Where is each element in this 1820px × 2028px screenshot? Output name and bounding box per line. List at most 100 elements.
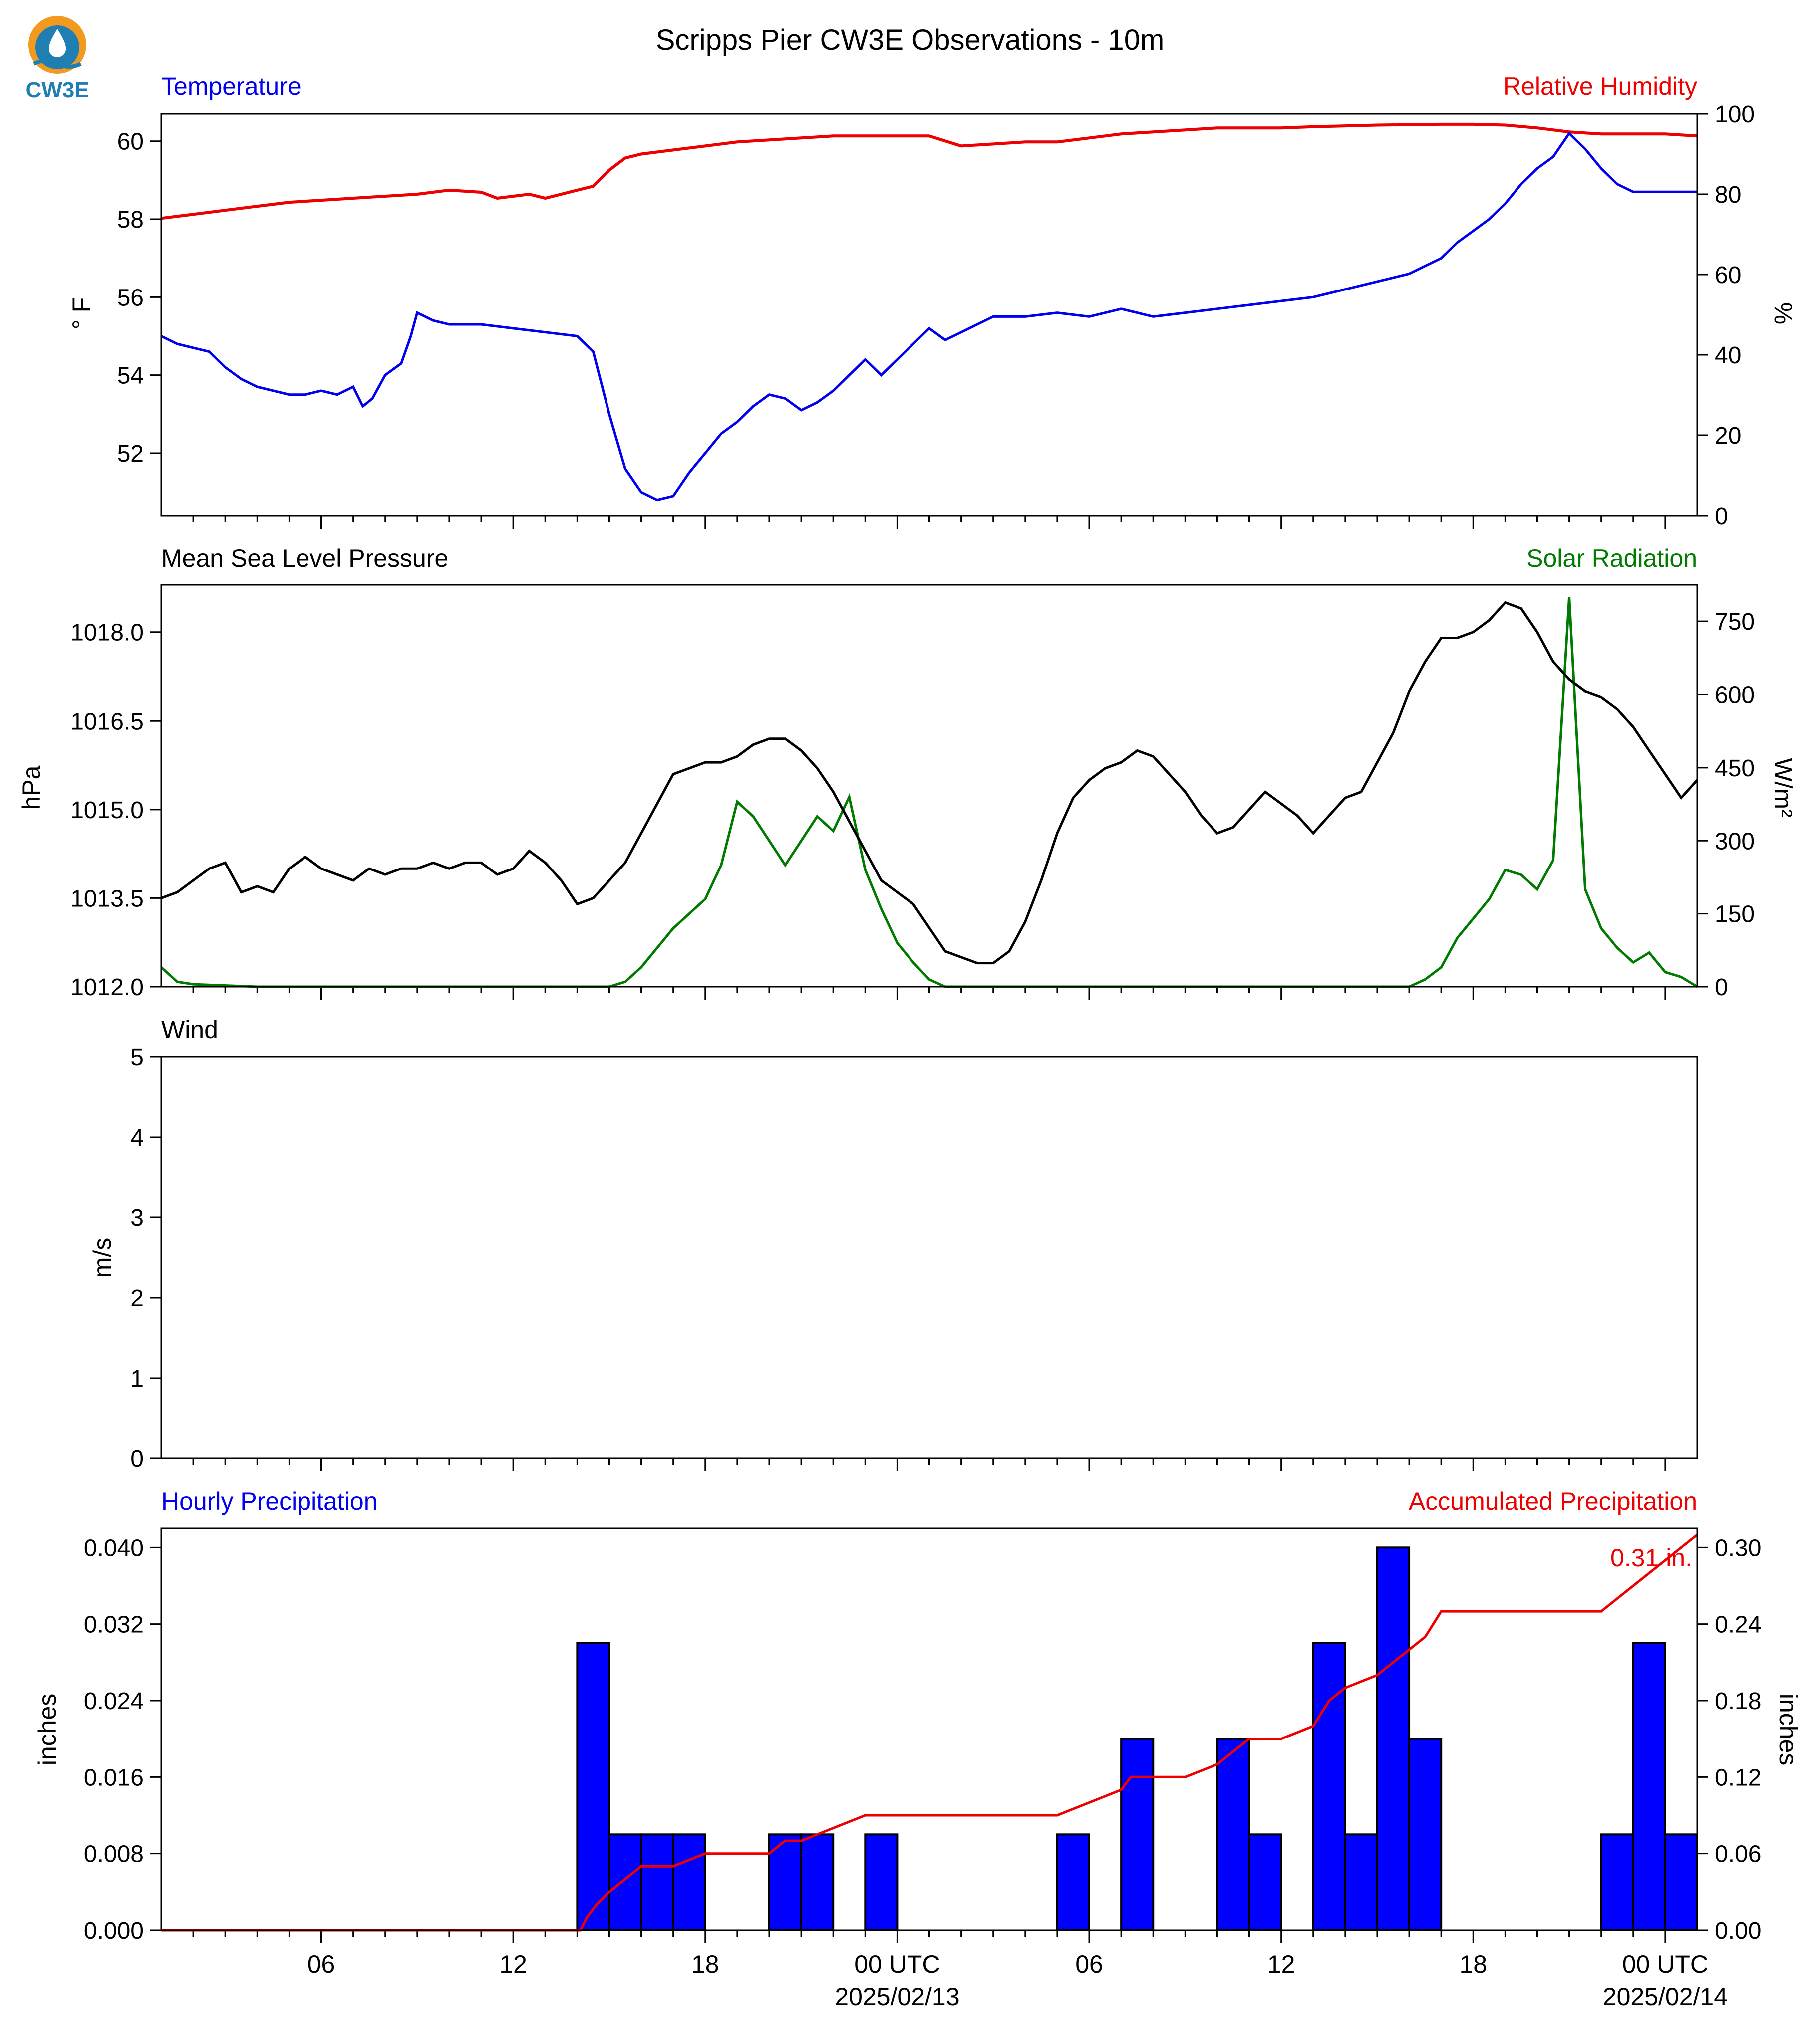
precip-bar <box>1600 1833 1634 1931</box>
humidity-line <box>161 122 1698 220</box>
y-right-tick-label: 40 <box>1715 342 1741 369</box>
panel1-frame <box>160 113 1698 517</box>
y-left-tick-label: 1013.5 <box>70 885 144 912</box>
time-axis-labels: 06 12 18 00 UTC 06 12 18 00 UTC 2025/02/13 2025/0… <box>307 1950 1728 2011</box>
panel4-ylabel-right: inches <box>1774 1694 1802 1766</box>
y-left-tick-label: 0.040 <box>84 1535 144 1561</box>
panel3-frame <box>160 1056 1698 1459</box>
x-tick-label: 18 <box>1459 1950 1487 1978</box>
solar-radiation-line <box>160 597 1698 988</box>
y-left-tick-label: 0.000 <box>84 1918 144 1944</box>
x-tick-label: 12 <box>1267 1950 1295 1978</box>
panel1-ylabel-right: % <box>1769 302 1797 324</box>
y-left-tick-label: 58 <box>117 207 144 233</box>
precip-bar <box>1120 1738 1155 1932</box>
y-right-tick-label: 750 <box>1715 609 1755 635</box>
precip-bar <box>576 1642 610 1931</box>
y-left-tick-label: 56 <box>117 285 144 311</box>
y-right-tick-label: 450 <box>1715 755 1755 782</box>
x-tick-label: 06 <box>1075 1950 1103 1978</box>
panel1-title-right: Relative Humidity <box>1503 72 1697 100</box>
panel1-ylabel-left: ° F <box>67 297 95 329</box>
y-right-tick-label: 0 <box>1715 503 1728 530</box>
panel2-title-left: Mean Sea Level Pressure <box>161 544 448 572</box>
y-right-tick-label: 0.12 <box>1715 1764 1761 1791</box>
y-left-tick-label: 1018.0 <box>70 620 144 646</box>
cw3e-logo: CW3E <box>25 16 89 102</box>
panel-wind: Wind m/s 0 1 2 3 4 5 <box>88 1016 1698 1472</box>
y-left-tick-label: 0.008 <box>84 1841 144 1868</box>
y-right-tick-label: 60 <box>1715 262 1741 289</box>
y-right-tick-label: 0.24 <box>1715 1612 1761 1638</box>
x-date-label: 2025/02/14 <box>1603 1983 1728 2011</box>
y-right-tick-label: 0.00 <box>1715 1918 1761 1944</box>
y-right-tick-label: 0 <box>1715 974 1728 1001</box>
y-right-tick-label: 150 <box>1715 901 1755 928</box>
y-left-tick-label: 0 <box>130 1446 144 1472</box>
panel2-ylabel-left: hPa <box>17 765 45 810</box>
y-right-tick-label: 0.30 <box>1715 1535 1761 1561</box>
chart-title: Scripps Pier CW3E Observations - 10m <box>656 24 1165 56</box>
y-left-tick-label: 2 <box>130 1285 144 1312</box>
accumulated-total-annotation: 0.31 in. <box>1610 1544 1692 1572</box>
y-left-tick-label: 0.016 <box>84 1764 144 1791</box>
panel3-ylabel-left: m/s <box>88 1238 116 1278</box>
panel2-frame <box>160 584 1698 988</box>
y-right-tick-label: 0.06 <box>1715 1841 1761 1868</box>
panel1-axes: 52 54 56 58 60 0 20 40 60 80 100 <box>117 101 1755 530</box>
panel4-ylabel-left: inches <box>33 1694 61 1766</box>
panel-temperature-humidity: Temperature Relative Humidity ° F % 52 54… <box>67 72 1797 530</box>
y-left-tick-label: 4 <box>130 1125 144 1151</box>
precip-bar <box>1664 1833 1698 1931</box>
y-right-tick-label: 300 <box>1715 828 1755 855</box>
x-date-label: 2025/02/13 <box>835 1983 959 2011</box>
panel4-title-right: Accumulated Precipitation <box>1409 1487 1697 1515</box>
panel2-ylabel-right: W/m² <box>1769 758 1797 817</box>
panel2-axes: 1012.0 1013.5 1015.0 1016.5 1018.0 0 150 300 450… <box>70 609 1755 1001</box>
accumulated-precipitation-line <box>161 1533 1698 1932</box>
y-right-tick-label: 100 <box>1715 101 1755 128</box>
precip-bar <box>672 1833 706 1931</box>
y-left-tick-label: 1012.0 <box>70 974 144 1001</box>
precip-bar <box>640 1833 674 1931</box>
precip-bar <box>1344 1833 1378 1931</box>
panel1-title-left: Temperature <box>161 72 302 100</box>
x-tick-label: 06 <box>307 1950 335 1978</box>
y-left-tick-label: 3 <box>130 1205 144 1231</box>
precip-bar <box>1056 1833 1091 1931</box>
precip-bar <box>608 1833 642 1931</box>
y-right-tick-label: 0.18 <box>1715 1688 1761 1715</box>
logo-wave-icon <box>33 59 82 69</box>
precip-bar <box>1376 1546 1411 1931</box>
precip-bar <box>1248 1833 1282 1931</box>
precip-bar <box>1216 1738 1250 1932</box>
temperature-line <box>160 131 1697 502</box>
x-tick-label: 00 UTC <box>1622 1950 1708 1978</box>
panel-pressure-solar: Mean Sea Level Pressure Solar Radiation … <box>17 544 1797 1001</box>
precip-bar <box>1408 1738 1443 1932</box>
y-left-tick-label: 54 <box>117 363 144 389</box>
y-left-tick-label: 5 <box>130 1044 144 1071</box>
panel3-title-left: Wind <box>161 1016 218 1044</box>
y-left-tick-label: 52 <box>117 441 144 467</box>
precip-bar <box>864 1833 899 1931</box>
y-left-tick-label: 1015.0 <box>70 797 144 824</box>
y-left-tick-label: 1 <box>130 1366 144 1392</box>
y-left-tick-label: 0.032 <box>84 1612 144 1638</box>
logo-droplet-icon <box>49 29 66 57</box>
panel2-title-right: Solar Radiation <box>1526 544 1697 572</box>
y-right-tick-label: 80 <box>1715 182 1741 208</box>
y-left-tick-label: 0.024 <box>84 1688 144 1715</box>
panel4-frame <box>160 1527 1698 1931</box>
x-tick-label: 00 UTC <box>854 1950 940 1978</box>
pressure-line <box>161 601 1698 965</box>
panel4-axes: 0.000 0.008 0.016 0.024 0.032 0.040 0.00 0.06 0.… <box>84 1535 1762 1944</box>
panel4-title-left: Hourly Precipitation <box>161 1487 378 1515</box>
precip-bar <box>1312 1642 1346 1931</box>
panel3-axes: 0 1 2 3 4 5 <box>130 1044 1666 1472</box>
panel-precipitation: Hourly Precipitation Accumulated Precipi… <box>33 1487 1802 1944</box>
x-tick-label: 18 <box>691 1950 719 1978</box>
y-left-tick-label: 1016.5 <box>70 708 144 735</box>
